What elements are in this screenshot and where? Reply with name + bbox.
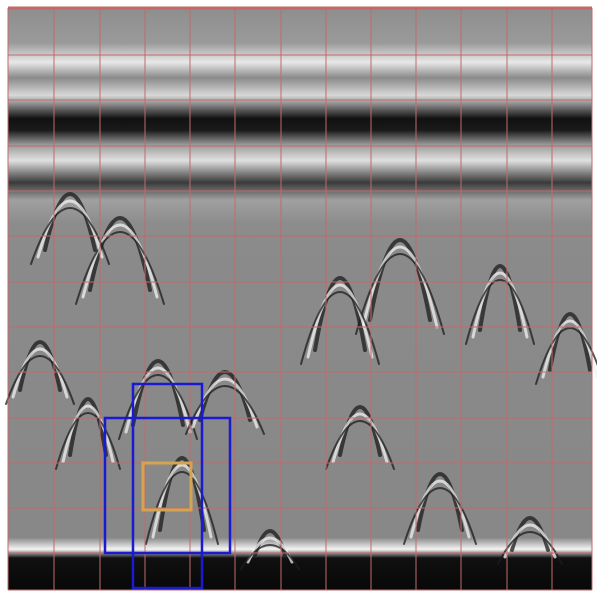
- radargram: [8, 8, 592, 590]
